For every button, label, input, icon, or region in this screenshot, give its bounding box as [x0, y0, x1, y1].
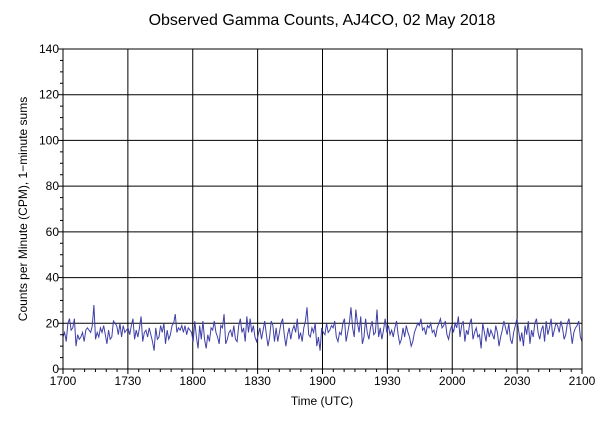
x-axis-ticks: 1700 1730 1800 1830 1900 1930 2000 2030 2100: [50, 369, 596, 388]
x-tick-label: 1930: [374, 374, 401, 388]
y-tick-label: 140: [39, 42, 59, 56]
x-axis-label: Time (UTC): [291, 394, 353, 408]
x-tick-label: 1830: [244, 374, 271, 388]
y-axis-ticks: 0 20 40 60 80 100 120 140: [39, 42, 63, 376]
y-tick-label: 0: [52, 362, 59, 376]
x-tick-label: 2030: [504, 374, 531, 388]
y-tick-label: 40: [46, 271, 60, 285]
x-tick-label: 1900: [309, 374, 336, 388]
grid-lines: [63, 49, 582, 369]
x-tick-label: 1800: [179, 374, 206, 388]
y-axis-label: Counts per Minute (CPM), 1−minute sums: [16, 97, 30, 321]
y-tick-label: 100: [39, 133, 59, 147]
x-tick-label: 2100: [569, 374, 596, 388]
gamma-counts-line: [62, 304, 583, 351]
chart-title: Observed Gamma Counts, AJ4CO, 02 May 201…: [149, 12, 496, 29]
y-tick-label: 120: [39, 88, 59, 102]
x-tick-label: 2000: [439, 374, 466, 388]
x-tick-label: 1730: [115, 374, 142, 388]
y-tick-label: 20: [46, 316, 60, 330]
y-tick-label: 80: [46, 179, 60, 193]
y-tick-label: 60: [46, 225, 60, 239]
plot-area-frame: [62, 48, 583, 370]
x-tick-label: 1700: [50, 374, 77, 388]
